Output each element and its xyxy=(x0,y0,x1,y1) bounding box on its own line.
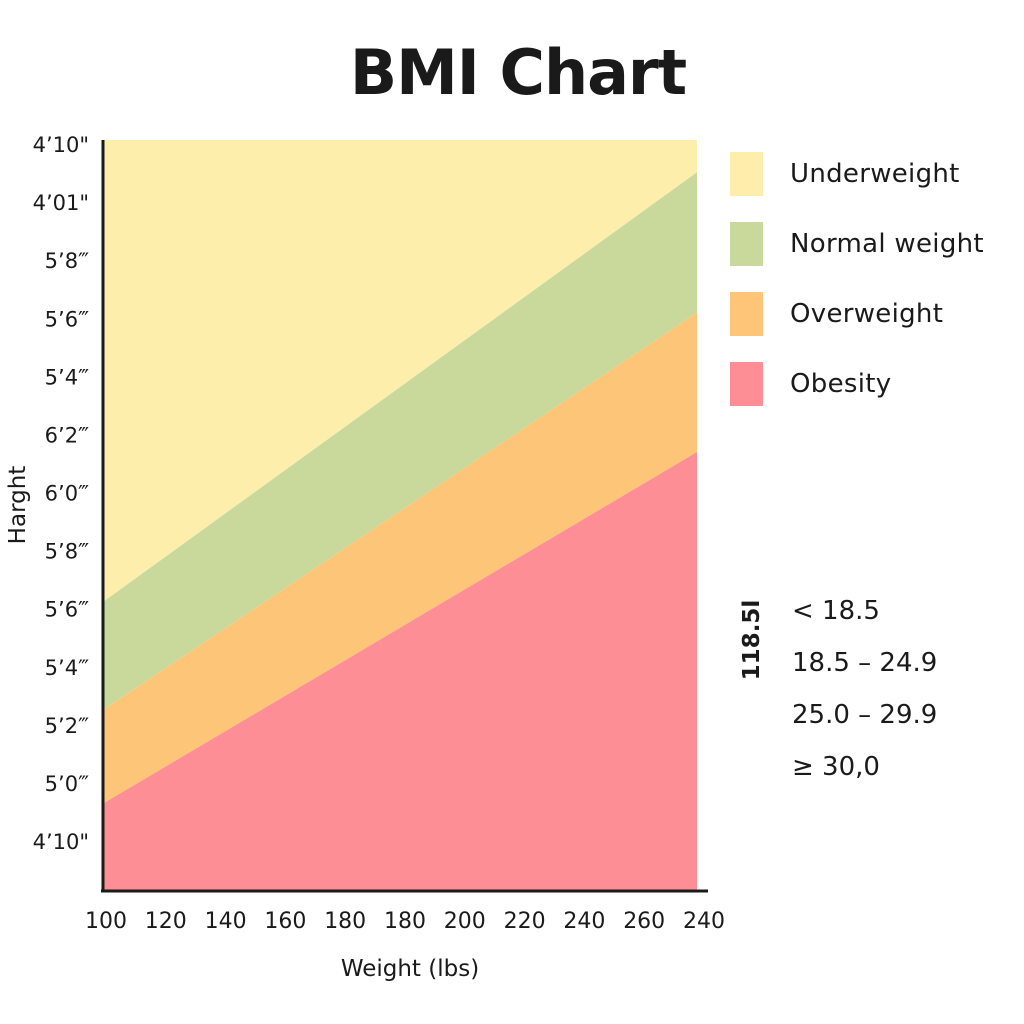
band-underweight xyxy=(104,140,697,602)
y-tick-label: 5’4‴ xyxy=(45,365,89,389)
legend-item-normal-weight: Normal weight xyxy=(730,222,984,266)
y-tick-label: 5’6‴ xyxy=(45,598,89,622)
y-tick-labels: 4’10" 4’01" 5’8‴ 5’6‴ 5’4‴ 6’2‴ 6’0‴ 5’8‴ 5’6‴ 5’… xyxy=(33,133,89,854)
x-tick-label: 100 xyxy=(85,909,127,934)
x-tick-label: 240 xyxy=(683,909,725,934)
bmi-ranges-title: 118.5l xyxy=(739,599,765,681)
legend-label-obesity: Obesity xyxy=(790,369,892,399)
legend-item-underweight: Underweight xyxy=(730,152,984,196)
y-tick-label: 5’8‴ xyxy=(45,540,89,564)
y-tick-label: 5’8‴ xyxy=(45,249,89,273)
band-overweight xyxy=(104,312,697,803)
legend-swatch-overweight xyxy=(730,292,763,336)
legend-swatch-underweight xyxy=(730,152,763,196)
y-tick-label: 6’0‴ xyxy=(45,482,89,506)
chart-axes xyxy=(101,140,708,893)
bmi-bands xyxy=(104,140,697,890)
bmi-ranges: < 18.5 18.5 – 24.9 25.0 – 29.9 ≥ 30,0 xyxy=(792,596,937,804)
chart-title: BMI Chart xyxy=(349,36,687,109)
bmi-range-underweight: < 18.5 xyxy=(792,596,880,626)
band-normal-weight xyxy=(104,172,697,710)
x-tick-label: 140 xyxy=(205,909,247,934)
legend-swatch-obesity xyxy=(730,362,763,406)
y-tick-label: 5’2‴ xyxy=(45,714,89,738)
bmi-range-overweight: 25.0 – 29.9 xyxy=(792,700,938,730)
y-tick-label: 5’4‴ xyxy=(45,656,89,680)
legend-item-obesity: Obesity xyxy=(730,362,984,406)
bmi-range-normal: 18.5 – 24.9 xyxy=(792,648,938,678)
x-tick-label: 180 xyxy=(324,909,366,934)
x-tick-label: 240 xyxy=(563,909,605,934)
y-tick-label: 4’10" xyxy=(33,830,89,854)
y-tick-label: 6’2‴ xyxy=(45,423,89,447)
legend-swatch-normal-weight xyxy=(730,222,763,266)
bmi-range-obesity: ≥ 30,0 xyxy=(792,752,880,782)
x-tick-label: 200 xyxy=(444,909,486,934)
y-tick-label: 4’10" xyxy=(33,133,89,157)
x-tick-label: 120 xyxy=(145,909,187,934)
x-tick-label: 260 xyxy=(623,909,665,934)
y-tick-label: 5’6‴ xyxy=(45,307,89,331)
x-tick-label: 220 xyxy=(504,909,546,934)
legend-item-overweight: Overweight xyxy=(730,292,984,336)
x-tick-label: 180 xyxy=(384,909,426,934)
legend-label-overweight: Overweight xyxy=(790,299,944,329)
legend: Underweight Normal weight Overweight Obe… xyxy=(730,152,984,432)
legend-label-normal-weight: Normal weight xyxy=(790,229,984,259)
legend-label-underweight: Underweight xyxy=(790,159,960,189)
y-tick-label: 4’01" xyxy=(33,191,89,215)
y-tick-label: 5’0‴ xyxy=(45,772,89,796)
y-axis-title: Harght xyxy=(5,465,31,545)
x-tick-label: 160 xyxy=(264,909,306,934)
band-obesity xyxy=(104,452,697,890)
x-axis-title: Weight (lbs) xyxy=(340,956,480,982)
x-tick-labels: 100 120 140 160 180 180 200 220 240 260 240 xyxy=(85,909,725,934)
